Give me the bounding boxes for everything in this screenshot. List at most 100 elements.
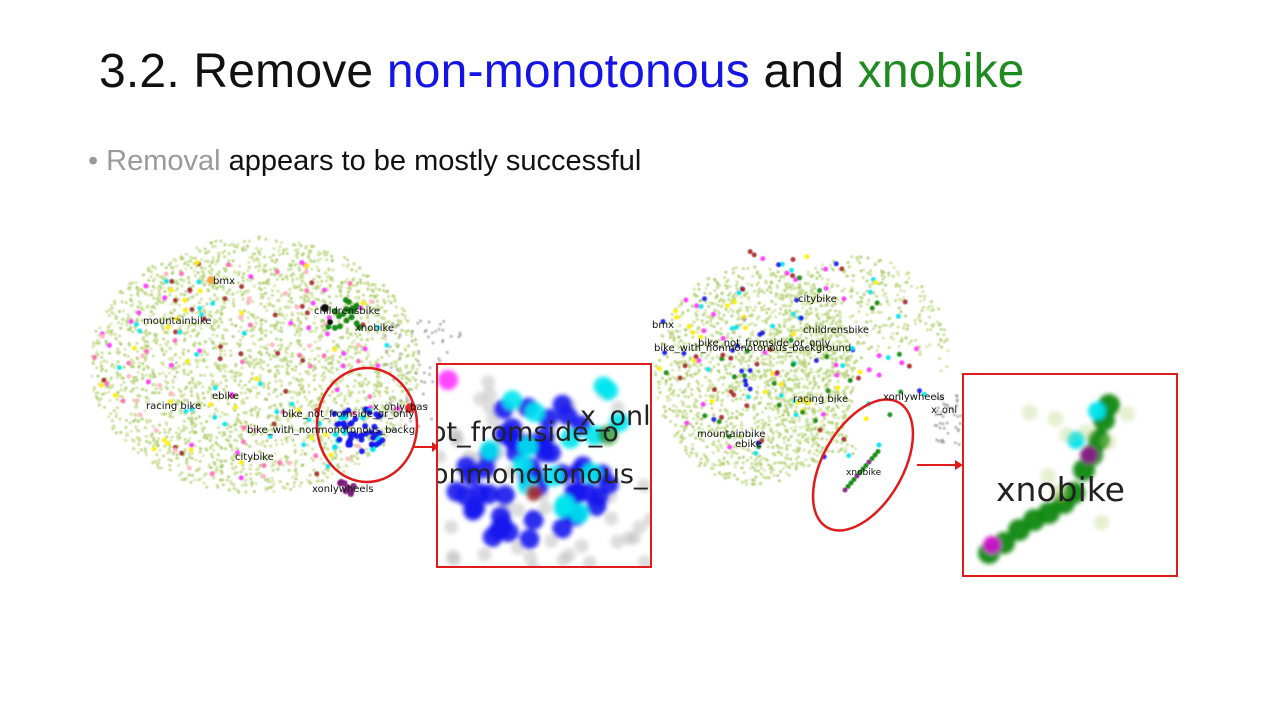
scatter-point — [159, 280, 163, 285]
scatter-point — [213, 274, 217, 278]
scatter-point — [397, 374, 401, 378]
scatter-point — [132, 447, 136, 451]
scatter-point — [229, 445, 233, 449]
scatter-point — [809, 311, 814, 315]
scatter-point — [410, 329, 414, 334]
scatter-point — [918, 319, 922, 323]
scatter-point — [609, 412, 630, 432]
scatter-point — [945, 365, 949, 369]
scatter-point — [812, 354, 816, 358]
scatter-point — [251, 252, 255, 256]
scatter-point — [338, 355, 342, 359]
scatter-point — [149, 310, 153, 314]
scatter-point — [804, 291, 808, 295]
scatter-point — [262, 255, 267, 259]
scatter-point — [334, 401, 338, 405]
scatter-point — [717, 378, 721, 382]
scatter-point — [202, 403, 206, 407]
scatter-point — [234, 393, 238, 397]
scatter-point — [722, 456, 726, 460]
scatter-point — [722, 313, 726, 317]
scatter-point — [441, 328, 445, 332]
scatter-point — [204, 472, 208, 476]
scatter-point — [346, 294, 350, 298]
scatter-point — [322, 298, 326, 302]
scatter-point — [315, 274, 319, 278]
scatter-point — [295, 256, 299, 260]
scatter-point — [704, 399, 708, 403]
scatter-point — [381, 288, 386, 293]
scatter-point — [273, 309, 277, 313]
scatter-point — [141, 387, 145, 391]
scatter-point — [826, 301, 830, 305]
scatter-point — [837, 396, 841, 400]
scatter-point — [763, 381, 767, 385]
scatter-point — [215, 296, 219, 300]
scatter-point — [790, 462, 794, 466]
scatter-point — [681, 415, 685, 419]
scatter-point — [720, 446, 724, 450]
scatter-point — [669, 331, 673, 336]
scatter-point — [716, 286, 720, 290]
scatter-point — [308, 473, 312, 477]
scatter-point — [102, 359, 106, 363]
left-zoom-label-fromside: ot_fromside_o — [436, 417, 619, 448]
scatter-point — [263, 444, 267, 448]
scatter-point — [199, 401, 203, 405]
scatter-point — [342, 400, 346, 404]
scatter-point — [828, 373, 832, 378]
scatter-point — [710, 428, 714, 432]
scatter-point — [211, 341, 215, 345]
scatter-point — [222, 421, 228, 427]
scatter-point — [219, 465, 223, 469]
scatter-point — [304, 263, 310, 269]
scatter-point — [177, 303, 181, 307]
scatter-point — [821, 320, 826, 324]
scatter-point — [280, 380, 284, 384]
scatter-point — [310, 349, 314, 353]
scatter-point — [719, 327, 723, 331]
scatter-point — [661, 334, 665, 338]
scatter-point — [865, 279, 869, 283]
scatter-point — [244, 483, 248, 487]
scatter-point — [252, 427, 258, 433]
scatter-point — [788, 285, 792, 289]
scatter-point — [802, 448, 806, 452]
scatter-point — [157, 294, 161, 298]
scatter-point — [254, 265, 258, 269]
scatter-point — [233, 471, 237, 475]
scatter-point — [696, 381, 700, 386]
scatter-point — [689, 409, 693, 413]
scatter-point — [773, 404, 777, 408]
scatter-point — [365, 383, 369, 387]
scatter-point — [688, 433, 692, 437]
scatter-point — [855, 291, 859, 295]
scatter-point — [211, 255, 215, 259]
scatter-point — [148, 377, 152, 381]
scatter-point — [356, 373, 361, 377]
scatter-point — [127, 314, 131, 319]
scatter-point — [346, 401, 350, 405]
scatter-point — [820, 263, 825, 267]
scatter-point — [324, 279, 329, 283]
scatter-point — [352, 277, 356, 281]
scatter-point — [286, 460, 292, 466]
scatter-point — [276, 299, 280, 303]
scatter-point — [756, 385, 760, 389]
scatter-point — [201, 305, 205, 309]
scatter-point — [838, 309, 842, 313]
scatter-point — [107, 328, 111, 332]
scatter-point — [716, 390, 720, 394]
scatter-point — [282, 431, 286, 435]
scatter-point — [236, 242, 240, 246]
scatter-point — [141, 376, 145, 381]
scatter-point — [763, 421, 768, 425]
scatter-point — [96, 374, 100, 378]
scatter-point — [188, 436, 192, 440]
scatter-point — [360, 300, 366, 306]
scatter-point — [862, 268, 866, 272]
scatter-point — [760, 466, 764, 470]
scatter-point — [798, 321, 803, 326]
scatter-point — [838, 432, 842, 436]
scatter-point — [363, 377, 367, 381]
